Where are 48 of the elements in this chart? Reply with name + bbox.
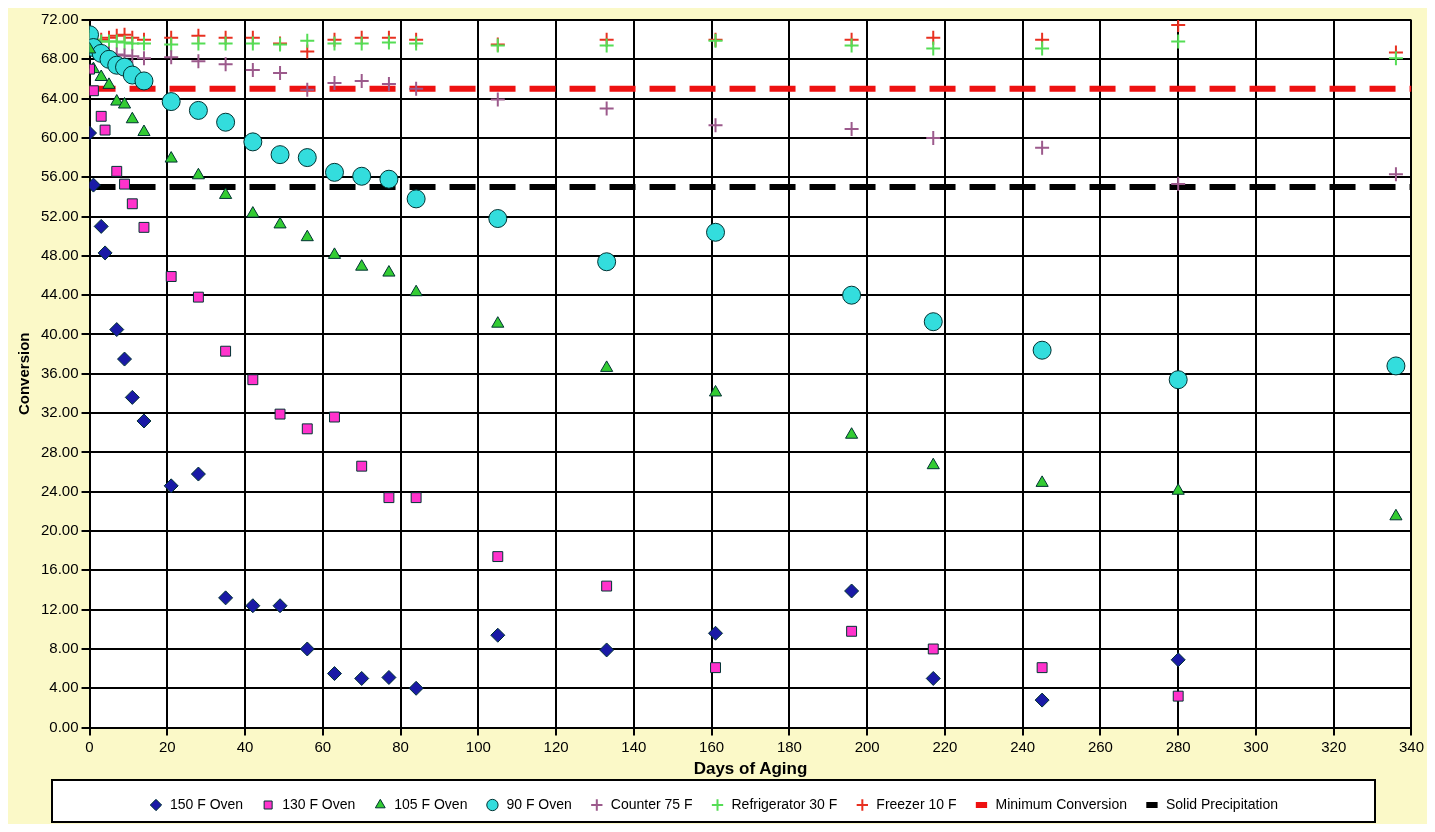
y-tick-label: 16.00	[40, 560, 79, 578]
y-tick-label: 44.00	[40, 285, 79, 303]
x-tick-label: 0	[85, 737, 94, 755]
x-tick-label: 100	[465, 737, 491, 755]
y-tick-label: 60.00	[40, 128, 79, 146]
x-tick-label: 260	[1087, 737, 1113, 755]
x-tick-label: 340	[1398, 737, 1424, 755]
y-tick-label: 56.00	[40, 167, 79, 185]
legend-label: Solid Precipitation	[1165, 795, 1279, 812]
y-tick-label: 28.00	[40, 442, 79, 460]
legend-label: 105 F Oven	[394, 795, 468, 812]
y-tick-label: 32.00	[40, 403, 79, 421]
legend-label: 130 F Oven	[282, 795, 356, 812]
y-tick-label: 4.00	[49, 678, 79, 696]
x-axis-title: Days of Aging	[693, 759, 808, 779]
x-tick-label: 220	[932, 737, 958, 755]
legend-label: Refrigerator 30 F	[731, 795, 838, 812]
y-tick-label: 48.00	[40, 246, 79, 264]
x-tick-label: 80	[392, 737, 409, 755]
legend-label: Counter 75 F	[610, 795, 693, 812]
x-tick-label: 160	[699, 737, 725, 755]
x-tick-label: 180	[776, 737, 802, 755]
y-tick-label: 72.00	[40, 10, 79, 28]
y-tick-label: 64.00	[40, 88, 79, 106]
x-tick-label: 280	[1165, 737, 1191, 755]
x-tick-label: 120	[543, 737, 569, 755]
legend-label: 150 F Oven	[169, 795, 244, 812]
x-tick-label: 40	[236, 737, 254, 755]
x-tick-label: 20	[158, 737, 176, 755]
y-axis-title: Conversion	[15, 332, 33, 416]
y-tick-label: 36.00	[40, 363, 79, 381]
legend-label: Minimum Conversion	[995, 795, 1127, 812]
x-tick-label: 60	[314, 737, 332, 755]
y-tick-label: 40.00	[40, 324, 79, 342]
y-tick-label: 12.00	[40, 599, 79, 617]
x-tick-label: 300	[1243, 737, 1269, 755]
y-tick-label: 52.00	[40, 206, 79, 224]
legend-label: Freezer 10 F	[876, 795, 957, 812]
x-tick-label: 320	[1321, 737, 1347, 755]
y-tick-label: 24.00	[40, 481, 79, 499]
y-tick-label: 68.00	[40, 49, 79, 67]
legend-label: 90 F Oven	[506, 795, 572, 812]
y-tick-label: 20.00	[40, 521, 79, 539]
y-tick-label: 0.00	[49, 717, 79, 735]
x-tick-label: 140	[621, 737, 647, 755]
y-tick-label: 8.00	[49, 639, 79, 657]
x-tick-label: 240	[1010, 737, 1036, 755]
x-tick-label: 200	[854, 737, 880, 755]
